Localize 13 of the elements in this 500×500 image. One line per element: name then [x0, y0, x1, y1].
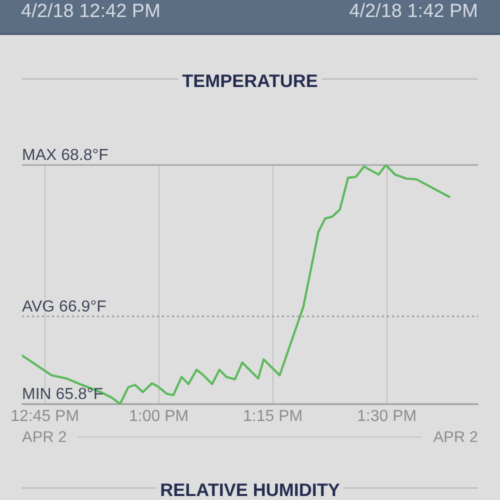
- text: APR 2: [433, 429, 478, 447]
- x-tick-label: 1:15 PM: [243, 408, 303, 426]
- x-tick-label: 1:30 PM: [357, 408, 417, 426]
- ref-line-label: MAX 68.8°F: [22, 147, 109, 164]
- ref-line-label: AVG 66.9°F: [22, 298, 107, 316]
- text: APR 2: [22, 429, 67, 447]
- text: 4/2/18 1:42 PM: [349, 1, 478, 23]
- text: 4/2/18 12:42 PM: [21, 1, 160, 23]
- ref-line-label: MIN 65.8°F: [22, 386, 104, 403]
- x-tick-label: 12:45 PM: [10, 408, 80, 426]
- text: RELATIVE HUMIDITY: [160, 480, 340, 500]
- x-tick-label: 1:00 PM: [129, 408, 189, 426]
- chart-title: TEMPERATURE: [182, 71, 318, 91]
